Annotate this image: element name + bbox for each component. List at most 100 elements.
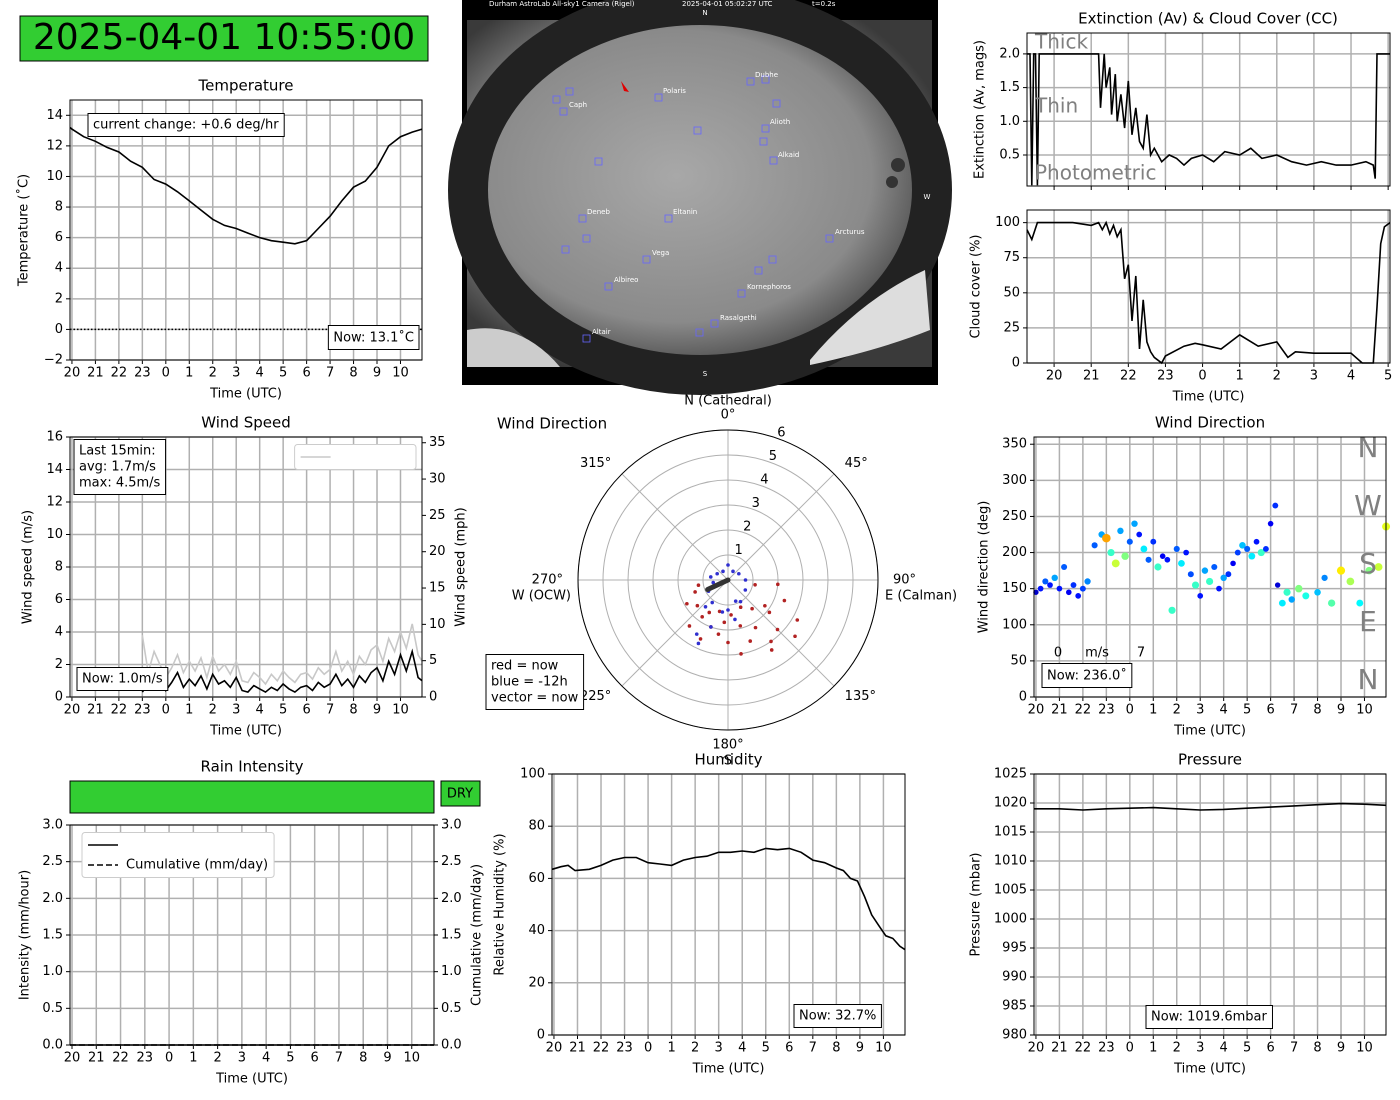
y-tick-label: 1010 [994,854,1027,869]
x-tick-label: 7 [326,366,334,381]
polar-point [715,571,719,576]
annotation-text: max: 4.5m/s [79,476,161,491]
y-tick-label: 2 [55,291,63,306]
x-axis-label: Time (UTC) [215,1072,288,1087]
compass-label: W [1354,489,1382,522]
x-tick-label: 21 [569,1041,586,1056]
x-tick-label: 1 [189,1051,197,1066]
x-tick-label: 1 [667,1041,675,1056]
compass-label: W (OCW) [512,589,571,604]
annotation-text: blue = -12h [491,675,568,690]
x-tick-label: 9 [856,1041,864,1056]
y-tick-label: 1.0 [999,114,1020,129]
y-tick-label: 995 [1002,941,1027,956]
x-tick-label: 22 [111,366,128,381]
scatter-point [1070,582,1077,588]
y-tick-label: 1015 [994,825,1027,840]
plot-frame [551,773,906,1036]
y-tick-label: 40 [528,923,545,938]
polar-point [738,599,743,604]
y-tick-label: 1005 [994,883,1027,898]
y-tick-label: 2.5 [42,854,63,869]
x-tick-label: 4 [262,1051,270,1066]
scatter-point [1253,538,1260,545]
annotation-box [327,325,420,350]
x-tick-label: 2 [1273,369,1281,384]
wind-vector [705,577,731,593]
x-tick-label: 22 [593,1041,610,1056]
star-label: Vega [652,249,669,257]
plot-frame [69,99,423,361]
scatter-point [1173,545,1180,552]
camera-timestamp: 2025-04-01 05:02:27 UTC [682,0,773,8]
y-axis-label: Relative Humidity (%) [493,833,508,975]
polar-point [769,639,773,644]
scatter-point [1159,553,1166,559]
x-tick-label: 22 [112,1051,129,1066]
y2-tick-label: 1.0 [441,964,462,979]
x-tick-label: 10 [392,703,409,718]
camera-exposure: t=0.2s [812,0,836,8]
plot-area [552,774,905,1035]
scatter-point [1042,578,1049,585]
x-tick-label: 0 [165,1051,173,1066]
y2-axis-label: Wind speed (mph) [454,507,469,627]
plot-area [1027,33,1390,186]
star-label: Rasalgethi [720,314,757,322]
polar-point [726,640,730,645]
scatter-point [1206,577,1214,586]
polar-point [700,615,704,619]
y2-tick-label: 0.5 [441,1001,462,1016]
y-tick-label: 12 [46,138,63,153]
x-tick-label: 23 [616,1041,633,1056]
colorbar-label: 7 [1137,646,1145,661]
x-tick-label: 20 [64,703,81,718]
chart-title: Wind Speed [201,414,291,432]
x-tick-label: 5 [279,703,287,718]
x-tick-label: 0 [1126,703,1134,718]
scatter-point [1346,577,1355,586]
y-tick-label: 1.5 [999,80,1020,95]
polar-point [696,641,701,646]
plot-area [1034,774,1386,1035]
polar-point [753,625,758,630]
y-tick-label: 1020 [994,796,1027,811]
polar-point [709,625,713,629]
polar-point [776,582,780,587]
tree [891,158,905,172]
scatter-point [1047,582,1053,588]
scatter-point [1267,520,1274,527]
x-axis-label: Time (UTC) [1172,390,1245,405]
polar-point [687,624,692,628]
x-tick-label: 7 [1290,703,1298,718]
x-tick-label: 5 [1243,703,1251,718]
x-tick-label: 3 [232,703,240,718]
x-tick-label: 1 [1149,703,1157,718]
polar-point [696,583,701,588]
band-label: Thick [1034,30,1088,54]
x-tick-label: 5 [1384,369,1392,384]
plot-frame [1026,209,1391,364]
scatter-point [1201,567,1209,574]
y-tick-label: 12 [46,495,63,510]
polar-frame [577,429,879,731]
scatter-point [1102,533,1111,543]
x-tick-label: 3 [232,366,240,381]
x-tick-label: 2 [691,1041,699,1056]
y-tick-label: 100 [520,767,545,782]
r-tick-label: 1 [735,543,743,558]
theta-tick-label: 0° [721,408,736,423]
r-tick-label: 3 [752,496,760,511]
legend-box [294,444,417,470]
colorbar-label: m/s [1085,646,1109,661]
star-label: Albireo [614,276,638,284]
y2-tick-label: 3.0 [441,818,462,833]
r-tick-label: 2 [743,520,751,535]
x-tick-label: 21 [87,703,104,718]
polar-point [743,578,748,582]
polar-point [694,632,699,636]
polar-point [711,580,716,585]
x-tick-label: 6 [311,1051,319,1066]
x-tick-label: 4 [256,366,264,381]
polar-point [753,582,757,587]
